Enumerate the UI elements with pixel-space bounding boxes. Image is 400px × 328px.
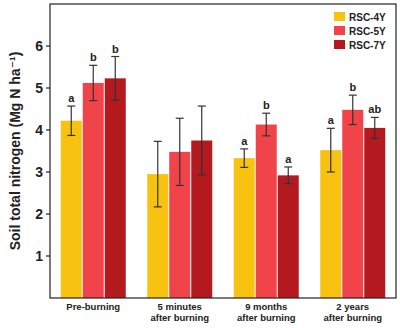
y-tick bbox=[46, 129, 50, 130]
error-cap bbox=[198, 174, 206, 175]
error-cap bbox=[176, 185, 184, 186]
legend-swatch bbox=[334, 40, 345, 49]
y-tick-label: 2 bbox=[35, 206, 43, 222]
significance-letter: a bbox=[241, 135, 248, 147]
error-stem bbox=[115, 57, 116, 101]
error-stem bbox=[244, 149, 245, 167]
error-cap bbox=[176, 118, 184, 119]
error-cap bbox=[89, 100, 97, 101]
bar bbox=[342, 110, 363, 298]
x-tick-line: 9 months bbox=[245, 301, 287, 312]
significance-letter: b bbox=[349, 81, 356, 93]
error-stem bbox=[330, 128, 331, 172]
error-cap bbox=[327, 171, 335, 172]
legend-label: RSC-5Y bbox=[349, 26, 386, 37]
error-cap bbox=[198, 105, 206, 106]
bar bbox=[256, 125, 277, 298]
error-stem bbox=[179, 118, 180, 185]
bar bbox=[83, 83, 104, 298]
error-bar bbox=[284, 167, 292, 184]
error-cap bbox=[111, 100, 119, 101]
y-axis-title: Soil total nitrogen (Mg N ha⁻¹) bbox=[7, 52, 23, 251]
error-bar bbox=[371, 117, 379, 138]
significance-letter: a bbox=[68, 92, 75, 104]
error-cap bbox=[89, 65, 97, 66]
error-cap bbox=[349, 124, 357, 125]
significance-letter: ab bbox=[368, 103, 381, 115]
x-tick-line: 5 minutes bbox=[158, 301, 202, 312]
bar bbox=[364, 128, 385, 298]
bar bbox=[105, 78, 126, 298]
error-stem bbox=[288, 167, 289, 184]
error-bar bbox=[154, 141, 162, 207]
legend-swatch bbox=[334, 26, 345, 35]
significance-letter: b bbox=[90, 51, 97, 63]
bar bbox=[61, 121, 82, 298]
x-tick-label: 5 minutesafter burning bbox=[150, 301, 209, 323]
x-tick-line: after burning bbox=[323, 312, 382, 323]
y-tick-label: 4 bbox=[35, 122, 43, 138]
error-cap bbox=[371, 117, 379, 118]
x-tick-line: after burning bbox=[150, 312, 209, 323]
error-cap bbox=[284, 183, 292, 184]
error-bar bbox=[198, 106, 206, 175]
bar bbox=[320, 150, 341, 298]
y-tick bbox=[46, 87, 50, 88]
significance-letter: b bbox=[263, 99, 270, 111]
y-tick-label: 3 bbox=[35, 164, 43, 180]
legend-label: RSC-4Y bbox=[349, 12, 386, 23]
significance-letter: b bbox=[112, 43, 119, 55]
y-tick bbox=[46, 255, 50, 256]
x-tick-label: Pre-burning bbox=[66, 301, 120, 312]
error-bar bbox=[327, 128, 335, 172]
error-stem bbox=[93, 65, 94, 100]
error-stem bbox=[71, 106, 72, 135]
error-cap bbox=[111, 56, 119, 57]
error-stem bbox=[201, 106, 202, 175]
plot-area bbox=[61, 57, 386, 299]
error-cap bbox=[240, 148, 248, 149]
error-stem bbox=[157, 141, 158, 207]
error-cap bbox=[67, 105, 75, 106]
plot-frame bbox=[50, 4, 396, 298]
error-bar bbox=[240, 149, 248, 167]
x-tick-line: 2 years bbox=[336, 301, 369, 312]
legend-swatch bbox=[334, 12, 345, 21]
x-tick-line: Pre-burning bbox=[66, 301, 120, 312]
x-tick-label: 2 yearsafter burning bbox=[323, 301, 382, 323]
y-tick bbox=[46, 213, 50, 214]
error-bar bbox=[89, 65, 97, 100]
bar bbox=[278, 175, 299, 298]
y-tick bbox=[46, 171, 50, 172]
error-cap bbox=[349, 95, 357, 96]
error-bar bbox=[67, 106, 75, 135]
x-tick-label: 9 monthsafter burning bbox=[237, 301, 296, 323]
error-bar bbox=[176, 118, 184, 185]
significance-letter: a bbox=[328, 114, 335, 126]
error-cap bbox=[154, 141, 162, 142]
error-cap bbox=[371, 138, 379, 139]
y-tick bbox=[46, 45, 50, 46]
error-bar bbox=[349, 95, 357, 124]
x-tick-line: after burning bbox=[237, 312, 296, 323]
error-cap bbox=[327, 128, 335, 129]
error-stem bbox=[266, 113, 267, 136]
chart: aaabbbbaab123456Pre-burning5 minutesafte… bbox=[0, 0, 400, 328]
error-cap bbox=[262, 135, 270, 136]
error-cap bbox=[284, 166, 292, 167]
error-cap bbox=[262, 113, 270, 114]
error-cap bbox=[67, 135, 75, 136]
y-tick-label: 1 bbox=[35, 248, 43, 264]
error-cap bbox=[154, 206, 162, 207]
error-cap bbox=[240, 167, 248, 168]
error-stem bbox=[374, 117, 375, 138]
significance-letter: a bbox=[285, 153, 292, 165]
error-stem bbox=[352, 95, 353, 124]
legend-label: RSC-7Y bbox=[349, 40, 386, 51]
error-bar bbox=[262, 113, 270, 136]
y-tick-label: 5 bbox=[35, 80, 43, 96]
bar bbox=[234, 158, 255, 298]
error-bar bbox=[111, 57, 119, 101]
y-tick-label: 6 bbox=[35, 38, 43, 54]
